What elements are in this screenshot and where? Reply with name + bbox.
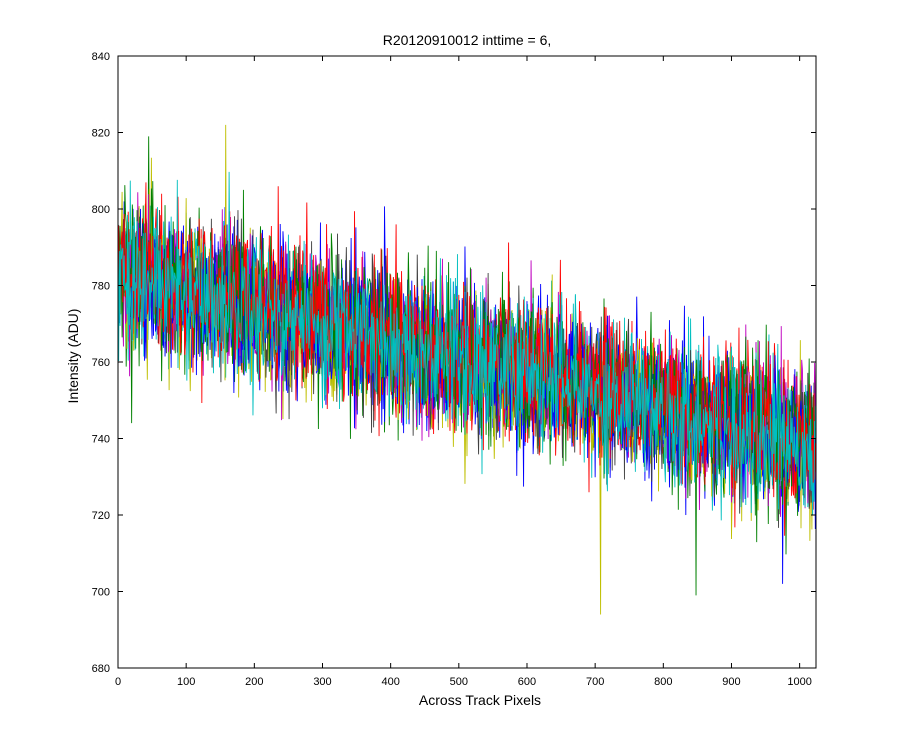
series-layer [117,124,816,615]
y-tick-label: 700 [92,587,110,599]
y-tick-label: 780 [92,281,110,293]
x-tick-label: 700 [586,676,604,688]
x-tick-label: 300 [313,676,331,688]
y-tick-label: 840 [92,51,110,63]
x-tick-label: 600 [518,676,536,688]
x-tick-label: 500 [450,676,468,688]
y-tick-label: 680 [92,663,110,675]
series-line [117,171,816,516]
x-tick-label: 800 [654,676,672,688]
y-axis-label: Intensity (ADU) [65,309,81,404]
y-tick-label: 760 [92,357,110,369]
y-tick-label: 740 [92,434,110,446]
x-tick-label: 900 [722,676,740,688]
y-tick-label: 720 [92,510,110,522]
x-axis: 0 100 200 300 400 500 600 700 800 900 1000 [115,56,812,688]
y-axis: 680 700 720 740 760 780 800 820 840 [92,51,816,675]
chart-title: R20120910012 inttime = 6, [383,32,552,48]
x-axis-label: Across Track Pixels [419,692,541,708]
y-tick-label: 800 [92,204,110,216]
x-tick-label: 1000 [787,676,811,688]
x-tick-label: 200 [245,676,263,688]
y-tick-label: 820 [92,128,110,140]
x-tick-label: 100 [177,676,195,688]
x-tick-label: 400 [381,676,399,688]
x-tick-label: 0 [115,676,121,688]
